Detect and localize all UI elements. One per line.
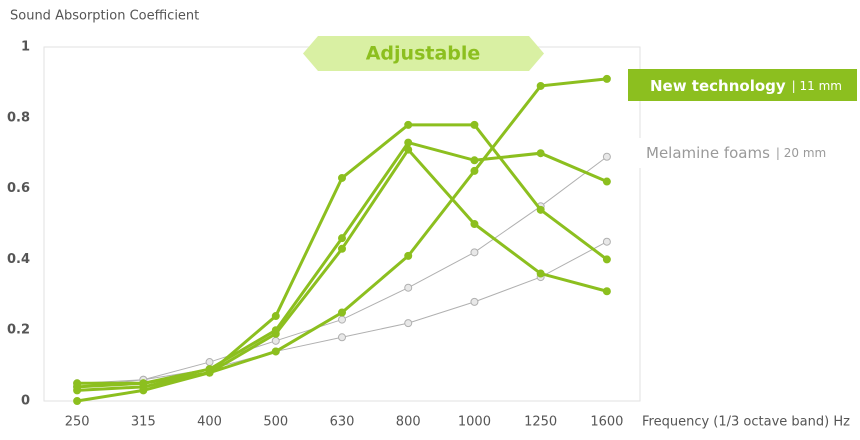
data-point	[205, 368, 214, 377]
legend-detail: | 11 mm	[792, 79, 842, 93]
x-tick-label: 630	[330, 415, 355, 430]
data-point	[338, 244, 346, 253]
data-point	[73, 382, 82, 391]
data-point	[602, 237, 611, 246]
legend-detail: | 20 mm	[776, 146, 826, 160]
data-point	[470, 220, 479, 228]
data-point	[271, 336, 280, 345]
data-point	[271, 312, 280, 321]
data-point	[205, 358, 214, 367]
data-point	[338, 308, 346, 317]
x-tick-label: 1250	[524, 415, 557, 430]
y-tick-label: 0	[21, 394, 30, 409]
x-tick-label: 250	[65, 415, 90, 430]
legend-box	[636, 138, 846, 168]
x-tick-label: 800	[396, 415, 421, 430]
legend-entry: Melamine foams | 20 mm	[646, 144, 826, 162]
data-point	[404, 120, 413, 129]
annotation: Adjustable	[366, 43, 481, 65]
data-point	[404, 319, 413, 328]
data-point	[271, 347, 280, 356]
data-point	[602, 74, 611, 83]
x-tick-label: 400	[197, 415, 222, 430]
legend-box	[628, 69, 857, 101]
x-tick-label: 1600	[590, 415, 623, 430]
y-tick-label: 0.2	[7, 323, 30, 338]
x-tick-label: 315	[131, 415, 156, 430]
y-tick-label: 0.8	[7, 110, 30, 125]
data-point	[470, 297, 479, 306]
annotation-banner	[303, 36, 544, 71]
y-tick-label: 0.6	[7, 181, 30, 196]
data-point	[536, 269, 545, 278]
data-point	[536, 149, 545, 158]
data-point	[271, 326, 280, 335]
data-point	[404, 283, 413, 292]
x-axis-label: Frequency (1/3 octave band) Hz	[642, 415, 850, 430]
data-point	[470, 120, 479, 129]
data-point	[602, 287, 611, 296]
plot-frame	[43, 46, 641, 402]
data-point	[602, 255, 611, 264]
data-point	[338, 315, 346, 324]
x-tick-label: 500	[263, 415, 288, 430]
data-point	[338, 234, 346, 243]
x-tick-label: 1000	[458, 415, 491, 430]
legend-entry: New technology | 11 mm	[650, 77, 842, 95]
data-point	[338, 333, 346, 342]
data-point	[470, 156, 479, 165]
legend-label: Melamine foams	[646, 144, 770, 162]
data-point	[602, 177, 611, 186]
series-line	[77, 147, 608, 392]
data-point	[536, 81, 545, 90]
data-point	[470, 166, 479, 175]
y-axis-label: Sound Absorption Coefficient	[10, 9, 199, 24]
y-tick-label: 0.4	[7, 252, 30, 267]
data-point	[470, 248, 479, 257]
data-point	[404, 251, 413, 260]
data-point	[536, 205, 545, 214]
y-tick-label: 1	[21, 40, 30, 55]
data-point	[602, 152, 611, 161]
data-point	[73, 397, 82, 405]
data-point	[404, 138, 413, 147]
series-line	[77, 123, 608, 389]
data-point	[139, 379, 148, 388]
data-point	[338, 173, 346, 182]
legend-label: New technology	[650, 77, 786, 95]
